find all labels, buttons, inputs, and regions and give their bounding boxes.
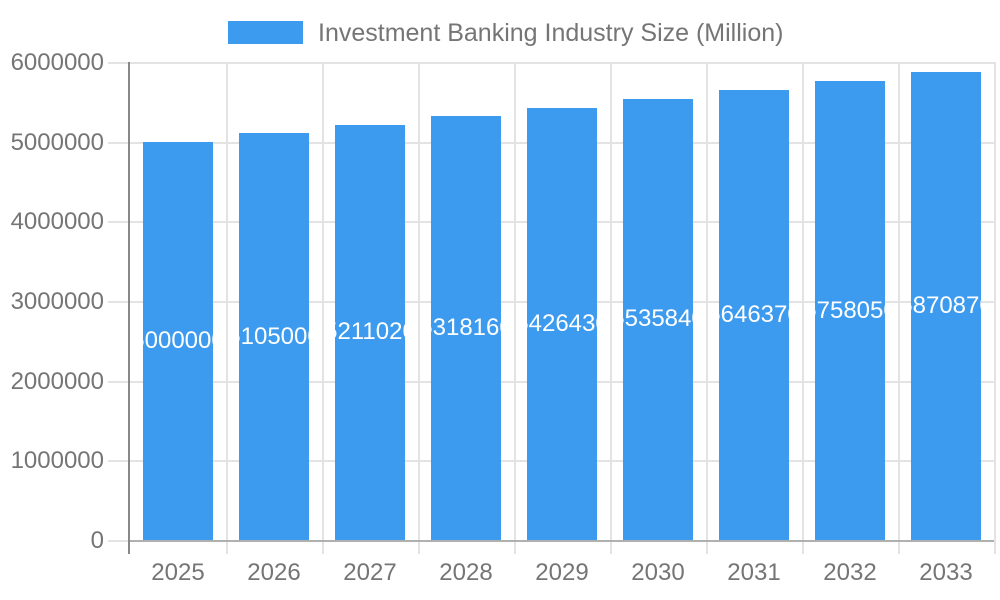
x-axis-label-2031: 2031 <box>727 559 781 586</box>
bar-2026[interactable]: 5105000 <box>239 133 309 540</box>
bar-2029[interactable]: 5426430 <box>527 107 597 540</box>
bar-value-label: 5646370 <box>719 301 789 329</box>
x-axis-label-2026: 2026 <box>247 559 301 586</box>
category-gridline <box>706 62 708 554</box>
y-axis-label: 4000000 <box>10 208 104 236</box>
bar-2027[interactable]: 5211020 <box>335 124 405 540</box>
category-gridline <box>610 62 612 554</box>
bar-value-label: 5870870 <box>911 292 981 320</box>
legend-swatch <box>228 21 303 44</box>
bar-2028[interactable]: 5318160 <box>431 116 501 540</box>
y-axis-label: 5000000 <box>10 128 104 156</box>
y-axis-label: 0 <box>90 527 104 554</box>
bar-value-label: 5318160 <box>431 314 501 342</box>
x-axis-label-2033: 2033 <box>919 559 973 586</box>
x-axis-label-2027: 2027 <box>343 559 397 586</box>
y-axis-label: 1000000 <box>10 447 104 475</box>
x-axis-baseline <box>130 540 994 542</box>
y-axis-tick <box>108 380 130 383</box>
bar-2031[interactable]: 5646370 <box>719 90 789 540</box>
bar-2032[interactable]: 5758050 <box>815 81 885 540</box>
category-gridline <box>514 62 516 554</box>
category-gridline <box>802 62 804 554</box>
x-axis-label-2032: 2032 <box>823 559 877 586</box>
category-gridline <box>898 62 900 554</box>
category-gridline <box>994 62 996 554</box>
bar-value-label: 5426430 <box>527 309 597 337</box>
y-axis-tick <box>108 221 130 224</box>
y-axis-tick <box>108 540 130 542</box>
x-axis-label-2028: 2028 <box>439 559 493 586</box>
y-axis-tick <box>108 460 130 463</box>
bar-value-label: 5211020 <box>335 318 405 346</box>
y-axis-tick <box>108 141 130 144</box>
legend-label: Investment Banking Industry Size (Millio… <box>318 19 784 47</box>
y-axis-line <box>128 62 130 554</box>
x-axis-label-2029: 2029 <box>535 559 589 586</box>
y-axis-label: 3000000 <box>10 288 104 315</box>
bar-value-label: 5758050 <box>815 296 885 324</box>
bar-value-label: 5000000 <box>143 326 213 354</box>
y-axis-label: 2000000 <box>10 367 104 395</box>
bar-2030[interactable]: 5535840 <box>623 98 693 540</box>
category-gridline <box>418 62 420 554</box>
category-gridline <box>226 62 228 554</box>
category-gridline <box>322 62 324 554</box>
y-axis-label: 6000000 <box>10 49 104 76</box>
bar-2025[interactable]: 5000000 <box>143 141 213 540</box>
bar-2033[interactable]: 5870870 <box>911 72 981 540</box>
bar-value-label: 5105000 <box>239 322 309 350</box>
x-axis-label-2030: 2030 <box>631 559 685 586</box>
bar-value-label: 5535840 <box>623 305 693 333</box>
y-axis-tick <box>108 301 130 303</box>
y-axis-tick <box>108 62 130 64</box>
x-axis-label-2025: 2025 <box>151 559 205 586</box>
y-gridline <box>130 62 994 64</box>
